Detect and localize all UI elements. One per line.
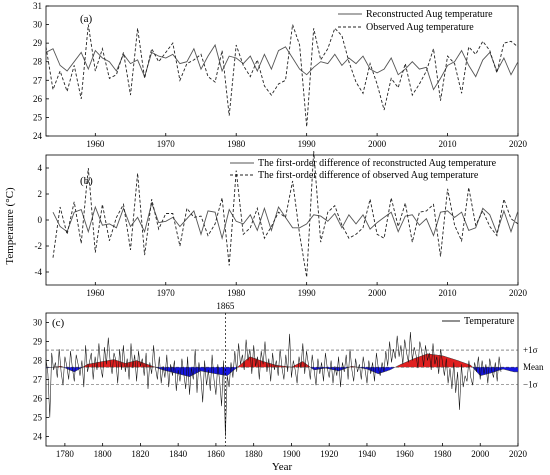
x-tick-label: 1980	[433, 449, 452, 459]
y-tick-label: 24	[33, 131, 43, 141]
x-tick-label: 1980	[227, 288, 246, 298]
panel-c: (c) 1780 1800 1820 1840 1860 1880 1900 1920 1940…	[33, 312, 528, 460]
x-tick-label: 1900	[282, 449, 301, 459]
y-tick-label: 0	[38, 215, 43, 225]
panel-c-ticks: 1780 1800 1820 1840 1860 1880 1900 1920 1940 1960…	[33, 318, 528, 460]
x-tick-label: 1960	[86, 288, 105, 298]
y-tick-label: 31	[33, 1, 42, 11]
panel-a-frame	[45, 5, 519, 137]
y-tick-label: 2	[38, 189, 43, 199]
panel-a: (a) 1960 1970 1980 1990 2000 2010 2020 24 25 26 27…	[33, 1, 528, 149]
y-axis-title: Temperature (°C)	[4, 187, 16, 265]
panel-a-series	[45, 24, 519, 127]
event-marker-label: 1865	[216, 301, 235, 311]
panel-b: (b) 1960 1970 1980 1990 2000 2010 2020-4-2024 …	[35, 151, 528, 298]
y-tick-label: 25	[33, 413, 43, 423]
y-tick-label: 26	[33, 394, 43, 404]
x-tick-label: 2010	[439, 288, 458, 298]
series-line	[45, 24, 519, 127]
x-tick-label: 1940	[358, 449, 377, 459]
x-tick-label: 1800	[94, 449, 113, 459]
legend-a-label-1: Reconstructed Aug temperature	[366, 9, 493, 20]
x-tick-label: 2000	[368, 288, 387, 298]
x-tick-label: 1990	[298, 288, 317, 298]
y-tick-label: -2	[35, 241, 43, 251]
legend-a-label-2: Observed Aug temperature	[366, 22, 474, 33]
below-mean-fill	[46, 367, 518, 377]
panel-a-legend: Reconstructed Aug temperature Observed A…	[338, 9, 493, 33]
panel-a-label: (a)	[80, 13, 93, 25]
x-tick-label: 1860	[207, 449, 226, 459]
y-tick-label: -4	[35, 267, 43, 277]
panel-b-legend: The first-order difference of reconstruc…	[230, 158, 497, 181]
x-tick-label: 1820	[131, 449, 150, 459]
y-tick-label: 30	[33, 20, 43, 30]
y-tick-label: 24	[33, 432, 43, 442]
y-tick-label: 27	[33, 375, 43, 385]
upper-sigma-label: +1σ	[523, 345, 538, 355]
legend-c-label: Temperature	[464, 316, 515, 327]
lower-sigma-label: −1σ	[523, 379, 538, 389]
y-tick-label: 25	[33, 112, 43, 122]
series-line	[52, 151, 519, 278]
series-line	[52, 201, 519, 240]
legend-b-label-2: The first-order difference of observed A…	[258, 170, 479, 181]
panel-c-frame	[45, 312, 519, 447]
above-mean-fill	[46, 353, 518, 368]
y-tick-label: 30	[33, 318, 43, 328]
temperature-line	[45, 331, 502, 437]
series-line	[45, 43, 519, 91]
y-tick-label: 27	[33, 75, 43, 85]
panel-b-series	[52, 151, 519, 278]
x-tick-label: 2000	[368, 139, 387, 149]
x-tick-label: 1970	[157, 139, 176, 149]
y-tick-label: 28	[33, 356, 43, 366]
x-tick-label: 2020	[509, 288, 528, 298]
panel-c-legend: Temperature	[442, 316, 515, 327]
x-tick-label: 2000	[471, 449, 490, 459]
x-tick-label: 1980	[227, 139, 246, 149]
panel-b-label: (b)	[80, 175, 93, 187]
y-tick-label: 29	[33, 337, 43, 347]
y-tick-label: 29	[33, 38, 43, 48]
x-tick-label: 2020	[509, 139, 528, 149]
x-tick-label: 1990	[298, 139, 317, 149]
x-tick-label: 1880	[245, 449, 264, 459]
x-tick-label: 2020	[509, 449, 528, 459]
x-tick-label: 1780	[56, 449, 75, 459]
x-tick-label: 1960	[396, 449, 415, 459]
x-tick-label: 1840	[169, 449, 188, 459]
x-tick-label: 1920	[320, 449, 339, 459]
x-tick-label: 1970	[157, 288, 176, 298]
x-tick-label: 2010	[439, 139, 458, 149]
panel-c-series	[45, 313, 502, 446]
panel-a-ticks: 1960 1970 1980 1990 2000 2010 2020 24 25 26 27 28 29…	[33, 1, 528, 149]
mean-label: Mean	[523, 362, 544, 372]
x-tick-label: 1960	[86, 139, 105, 149]
legend-b-label-1: The first-order difference of reconstruc…	[258, 158, 497, 169]
y-tick-label: 4	[38, 163, 43, 173]
y-tick-label: 26	[33, 94, 43, 104]
x-axis-title: Year	[272, 461, 293, 473]
panel-b-ticks: 1960 1970 1980 1990 2000 2010 2020 -4 -2 0 2 4	[35, 163, 528, 298]
y-tick-label: 28	[33, 57, 43, 67]
panel-c-label: (c)	[52, 317, 65, 329]
